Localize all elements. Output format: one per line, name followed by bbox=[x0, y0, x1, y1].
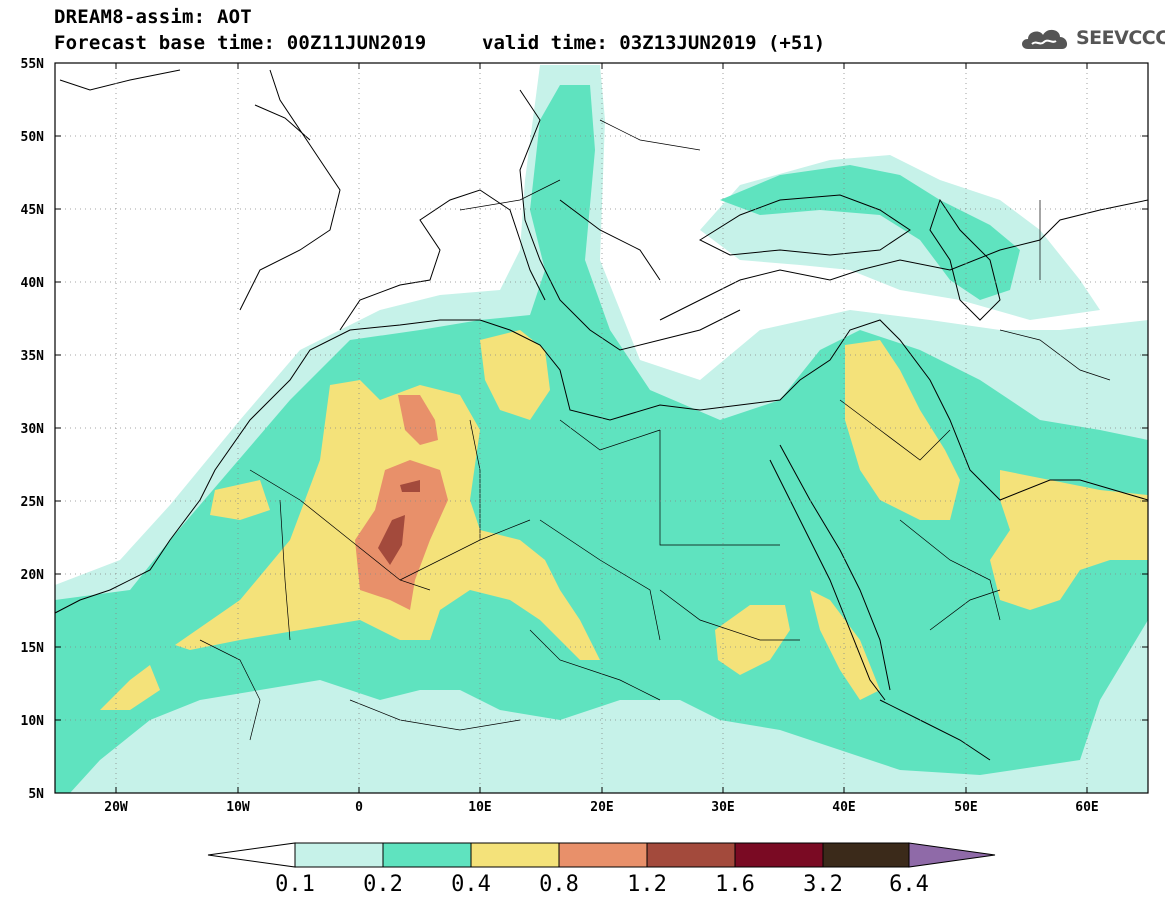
aot-band-1.2 bbox=[378, 515, 405, 565]
lon-label: 50E bbox=[954, 800, 977, 815]
colorbar-high-arrow bbox=[908, 842, 996, 868]
latitude-labels: 55N 50N 45N 40N 35N 30N 25N 20N 15N 10N … bbox=[21, 57, 45, 802]
colorbar-swatch bbox=[558, 842, 648, 868]
colorbar-swatch bbox=[822, 842, 910, 868]
colorbar-labels: 0.1 0.2 0.4 0.8 1.2 1.6 3.2 6.4 bbox=[275, 872, 929, 897]
lon-label: 10E bbox=[468, 800, 491, 815]
aot-band-0.4 bbox=[100, 665, 160, 710]
colorbar-label: 0.1 bbox=[275, 872, 315, 897]
colorbar-label: 6.4 bbox=[889, 872, 929, 897]
longitude-labels: 20W 10W 0 10E 20E 30E 40E 50E 60E bbox=[104, 800, 1098, 815]
lat-label: 10N bbox=[21, 714, 45, 729]
aot-band-0.8 bbox=[398, 395, 438, 445]
lon-label: 20W bbox=[104, 800, 128, 815]
colorbar-label: 1.2 bbox=[627, 872, 667, 897]
aot-fields bbox=[55, 65, 1148, 793]
aot-band-0.4 bbox=[715, 605, 790, 675]
lon-label: 60E bbox=[1075, 800, 1098, 815]
cloud-icon bbox=[1022, 29, 1068, 49]
country-borders bbox=[199, 119, 1111, 741]
colorbar-swatch bbox=[382, 842, 472, 868]
colorbar-swatch bbox=[734, 842, 824, 868]
valid-time: valid time: 03Z13JUN2019 (+51) bbox=[482, 32, 826, 54]
colorbar-low-arrow bbox=[207, 842, 296, 868]
colorbar-label: 1.6 bbox=[715, 872, 755, 897]
colorbar-label: 0.4 bbox=[451, 872, 491, 897]
colorbar-swatch bbox=[646, 842, 736, 868]
colorbar-label: 0.8 bbox=[539, 872, 579, 897]
aot-band-0.4 bbox=[810, 590, 880, 700]
lat-label: 5N bbox=[28, 787, 44, 802]
colorbar-swatch bbox=[294, 842, 384, 868]
lat-label: 45N bbox=[21, 203, 45, 218]
logo-text: SEEVCCC bbox=[1076, 27, 1165, 49]
lat-label: 15N bbox=[21, 641, 45, 656]
lat-label: 55N bbox=[21, 57, 45, 72]
lon-label: 0 bbox=[355, 800, 363, 815]
seevccc-logo: SEEVCCC bbox=[1018, 22, 1165, 54]
lat-label: 50N bbox=[21, 130, 45, 145]
lat-label: 25N bbox=[21, 495, 45, 510]
colorbar bbox=[207, 842, 996, 868]
aot-band-0.4 bbox=[480, 330, 550, 420]
lon-label: 20E bbox=[590, 800, 613, 815]
colorbar-label: 0.2 bbox=[363, 872, 403, 897]
aot-band-0.4 bbox=[990, 470, 1148, 610]
lat-label: 40N bbox=[21, 276, 45, 291]
forecast-base-time: Forecast base time: 00Z11JUN2019 bbox=[54, 32, 427, 54]
aot-band-1.2 bbox=[400, 480, 420, 492]
aot-band-0.4 bbox=[210, 480, 270, 520]
lon-label: 40E bbox=[832, 800, 855, 815]
lat-label: 20N bbox=[21, 568, 45, 583]
lon-label: 30E bbox=[711, 800, 734, 815]
axis-ticks bbox=[55, 62, 1148, 794]
aot-band-0.4 bbox=[845, 340, 960, 520]
lon-label: 10W bbox=[226, 800, 250, 815]
colorbar-swatch bbox=[470, 842, 560, 868]
lat-label: 30N bbox=[21, 422, 45, 437]
chart-title: DREAM8-assim: AOT bbox=[54, 6, 252, 28]
colorbar-label: 3.2 bbox=[803, 872, 843, 897]
coastlines bbox=[55, 69, 1148, 761]
lat-label: 35N bbox=[21, 349, 45, 364]
